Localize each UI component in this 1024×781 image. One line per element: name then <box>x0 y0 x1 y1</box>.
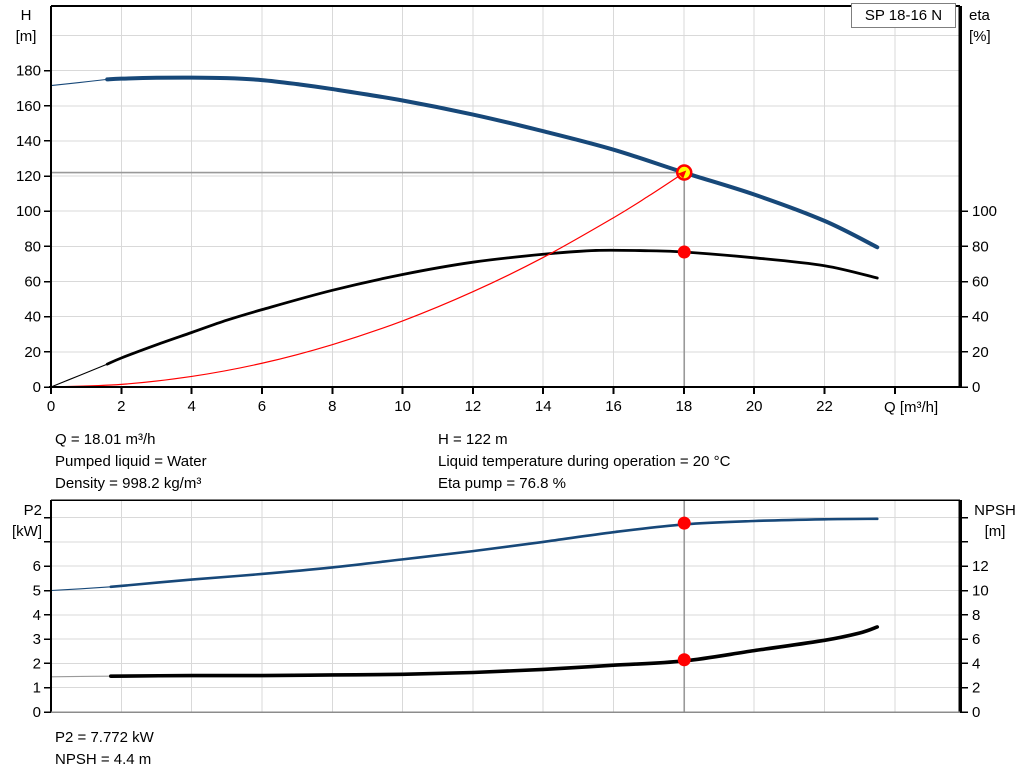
top-chart: 0 20 40 60 80 100 120 140 160 180 0 20 40 60 80 100 0 2 4 6… <box>16 5 997 415</box>
svg-text:0: 0 <box>972 379 980 396</box>
svg-text:80: 80 <box>24 238 41 255</box>
svg-text:4: 4 <box>187 398 195 415</box>
svg-text:8: 8 <box>328 398 336 415</box>
svg-text:10: 10 <box>972 583 989 600</box>
svg-text:20: 20 <box>24 344 41 361</box>
svg-text:2: 2 <box>972 680 980 697</box>
p2-curve <box>50 517 879 592</box>
pumped-liquid-text: Pumped liquid = Water <box>55 453 207 470</box>
design-curve-arrow-icon <box>678 170 687 179</box>
efficiency-curve <box>50 248 879 388</box>
head-curve <box>50 75 880 250</box>
svg-text:10: 10 <box>394 398 411 415</box>
top-chart-axes <box>44 5 968 394</box>
svg-text:8: 8 <box>972 607 980 624</box>
svg-text:0: 0 <box>33 704 41 721</box>
top-chart-markers <box>675 164 693 259</box>
bottom-chart-markers <box>677 516 691 667</box>
svg-text:2: 2 <box>33 655 41 672</box>
p2-axis-title-line2: [kW] <box>12 523 42 540</box>
svg-text:100: 100 <box>16 203 41 220</box>
bottom-chart-axes <box>44 499 968 713</box>
svg-text:40: 40 <box>972 309 989 326</box>
svg-text:120: 120 <box>16 168 41 185</box>
svg-text:16: 16 <box>605 398 622 415</box>
svg-text:12: 12 <box>972 558 989 575</box>
npsh-value-text: NPSH = 4.4 m <box>55 751 152 768</box>
svg-text:180: 180 <box>16 63 41 80</box>
h-value-text: H = 122 m <box>438 431 508 448</box>
npsh-point-marker <box>677 653 691 667</box>
duty-point-text-right: H = 122 m Liquid temperature during oper… <box>438 429 730 495</box>
operating-point-guides <box>51 171 686 387</box>
svg-text:3: 3 <box>33 631 41 648</box>
svg-text:1: 1 <box>33 680 41 697</box>
svg-text:6: 6 <box>972 631 980 648</box>
top-chart-tick-labels: 0 20 40 60 80 100 120 140 160 180 0 20 40 60 80 100 0 2 4 6… <box>16 63 997 415</box>
eta-axis-title-line2: [%] <box>969 28 991 45</box>
svg-text:4: 4 <box>972 655 980 672</box>
svg-text:100: 100 <box>972 203 997 220</box>
duty-point-text-left: Q = 18.01 m³/h Pumped liquid = Water Den… <box>55 429 207 495</box>
p2-axis-title: P2 [kW] <box>0 500 42 542</box>
svg-text:20: 20 <box>972 344 989 361</box>
npsh-axis-title-line1: NPSH <box>974 502 1016 519</box>
p2-point-marker <box>677 516 691 530</box>
svg-text:6: 6 <box>258 398 266 415</box>
duty-design-curve <box>50 172 685 388</box>
svg-text:22: 22 <box>816 398 833 415</box>
svg-text:5: 5 <box>33 583 41 600</box>
q-value-text: Q = 18.01 m³/h <box>55 431 156 448</box>
svg-text:2: 2 <box>117 398 125 415</box>
h-axis-title-line2: [m] <box>15 28 37 45</box>
svg-text:60: 60 <box>972 274 989 291</box>
pump-model-box: SP 18-16 N <box>851 3 956 28</box>
eta-axis-title: eta [%] <box>969 5 1019 47</box>
svg-text:18: 18 <box>676 398 693 415</box>
svg-text:12: 12 <box>465 398 482 415</box>
npsh-curve <box>50 625 880 678</box>
svg-text:0: 0 <box>47 398 55 415</box>
eta-pump-text: Eta pump = 76.8 % <box>438 475 566 492</box>
density-text: Density = 998.2 kg/m³ <box>55 475 202 492</box>
svg-text:4: 4 <box>33 607 41 624</box>
svg-text:40: 40 <box>24 309 41 326</box>
npsh-axis-title: NPSH [m] <box>966 500 1024 542</box>
p2-axis-title-line1: P2 <box>23 502 42 519</box>
h-axis-title-line1: H <box>20 7 32 24</box>
svg-text:80: 80 <box>972 238 989 255</box>
bottom-chart-grid <box>51 500 960 712</box>
p2-value-text: P2 = 7.772 kW <box>55 729 154 746</box>
power-npsh-text: P2 = 7.772 kW NPSH = 4.4 m <box>55 727 154 771</box>
svg-text:20: 20 <box>746 398 763 415</box>
liquid-temperature-text: Liquid temperature during operation = 20… <box>438 453 731 470</box>
q-axis-title: Q [m³/h] <box>884 399 939 416</box>
eta-axis-title-line1: eta <box>969 7 990 24</box>
efficiency-point-marker <box>677 245 691 259</box>
svg-text:160: 160 <box>16 98 41 115</box>
top-chart-grid <box>51 6 960 387</box>
svg-text:60: 60 <box>24 274 41 291</box>
svg-text:140: 140 <box>16 133 41 150</box>
npsh-axis-title-line2: [m] <box>984 523 1006 540</box>
svg-text:0: 0 <box>972 704 980 721</box>
svg-text:14: 14 <box>535 398 552 415</box>
h-axis-title: H [m] <box>8 5 44 47</box>
svg-text:6: 6 <box>33 558 41 575</box>
svg-text:0: 0 <box>33 379 41 396</box>
